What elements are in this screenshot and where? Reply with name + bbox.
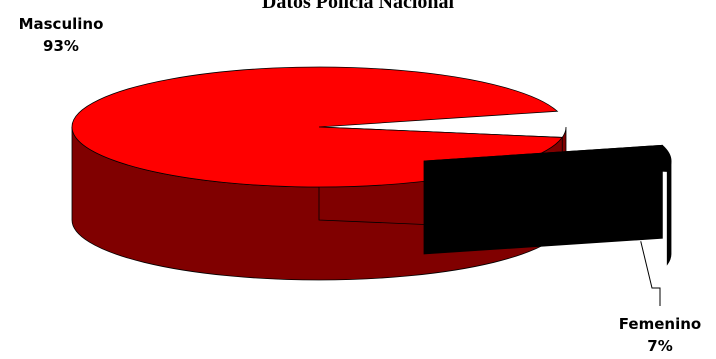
- slice-label-femenino: Femenino 7%: [604, 313, 716, 357]
- slice-label-femenino-name: Femenino: [618, 315, 702, 333]
- pie-slice-side-femenino: [666, 160, 672, 266]
- slice-label-femenino-value: 7%: [647, 337, 673, 355]
- slice-label-masculino: Masculino 93%: [6, 13, 116, 57]
- leader-line-femenino: [640, 241, 661, 306]
- slice-label-masculino-value: 93%: [43, 37, 79, 55]
- chart-title: Datos Policía Nacional: [261, 0, 455, 13]
- pie-slice-femenino: [423, 144, 672, 172]
- slice-label-masculino-name: Masculino: [18, 15, 104, 33]
